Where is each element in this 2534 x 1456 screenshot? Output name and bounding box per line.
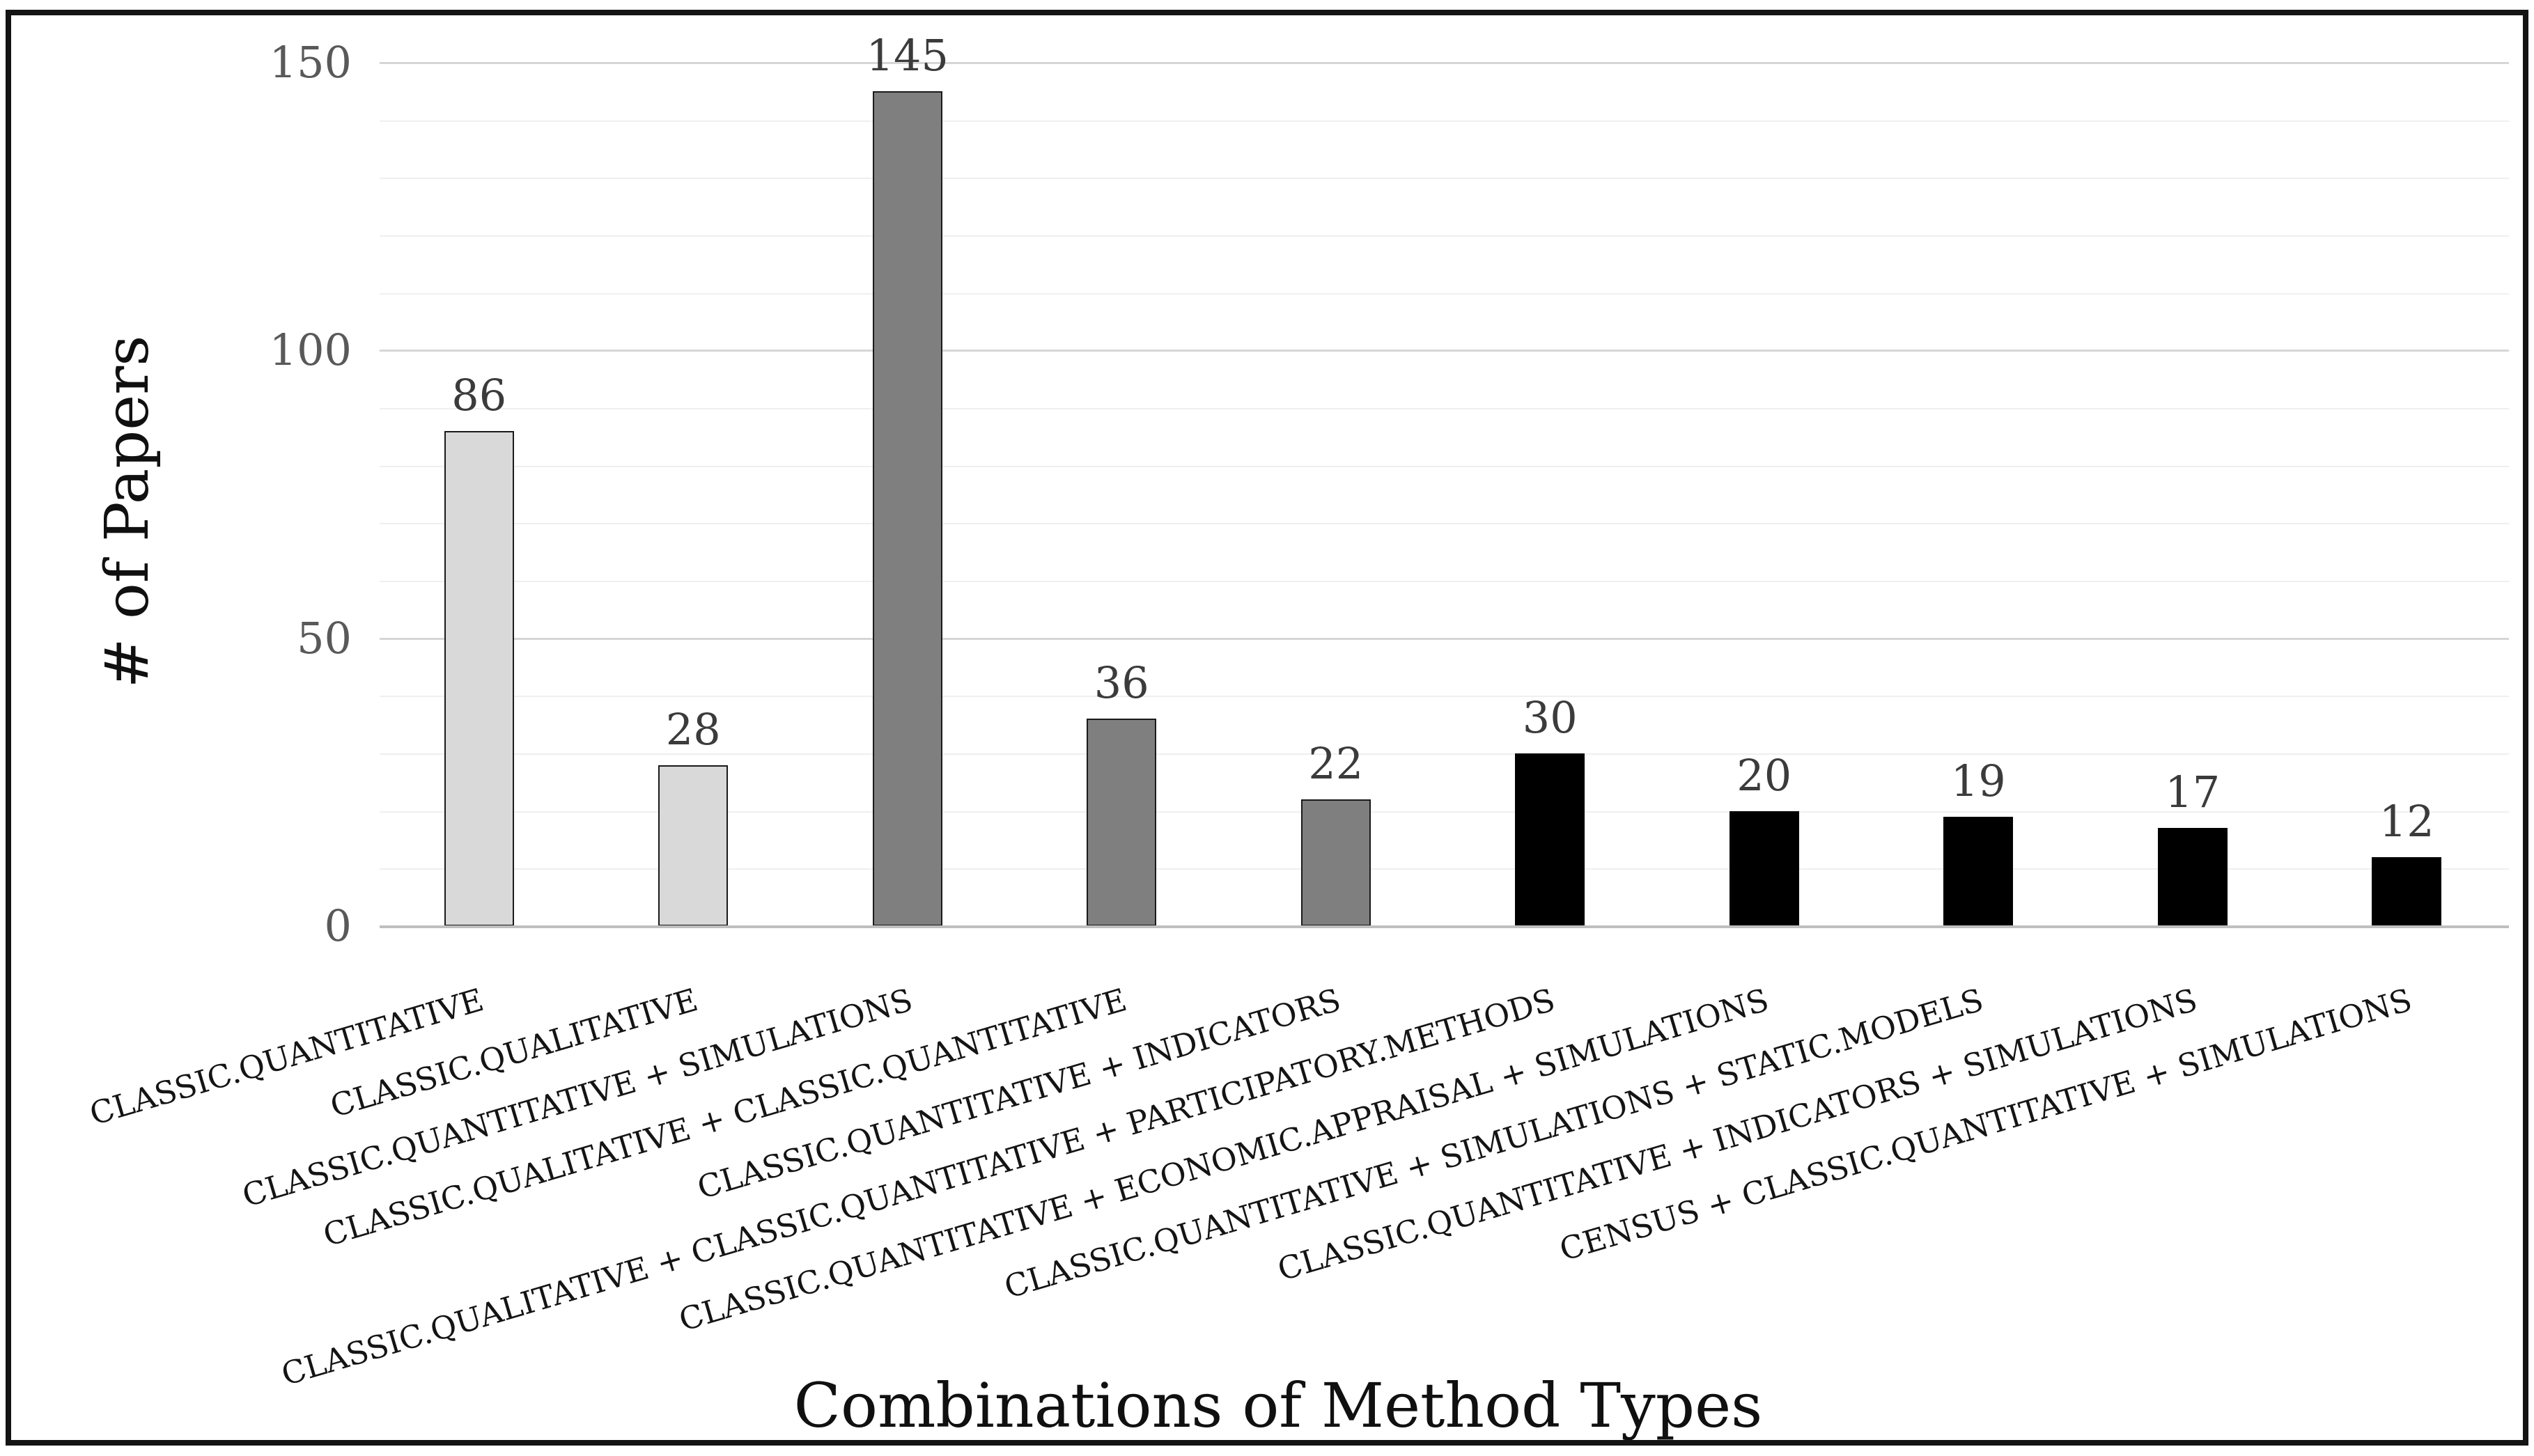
bar-value-label: 17 [2165,767,2221,817]
bar-3 [872,91,942,926]
y-tick-label: 0 [324,900,352,951]
y-axis-title: # of Papers [93,335,162,689]
bar-5 [1300,799,1371,926]
major-gridline [380,61,2509,64]
bar-9 [2157,828,2228,926]
minor-gridline [380,407,2509,409]
minor-gridline [380,292,2509,295]
minor-gridline [380,868,2509,870]
bar-value-label: 86 [451,370,507,421]
bar-4 [1087,719,1157,926]
minor-gridline [380,580,2509,582]
y-tick-label: 50 [297,612,352,664]
minor-gridline [380,696,2509,698]
bar-1 [444,431,514,926]
bar-2 [658,765,729,926]
bar-value-label: 28 [665,704,721,755]
figure-frame: 86 28 145 36 22 30 20 19 17 12 0 50 100 150 CLASSIC.QU… [6,10,2528,1446]
bar-value-label: 12 [2379,796,2434,847]
bar-value-label: 30 [1522,692,1578,743]
bar-7 [1729,811,1799,926]
bar-value-label: 36 [1094,657,1149,708]
y-tick-label: 100 [269,324,352,376]
minor-gridline [380,120,2509,122]
bar-6 [1515,753,1585,926]
x-category-label: CLASSIC.QUANTITATIVE [86,981,488,1133]
minor-gridline [380,523,2509,525]
bar-8 [1943,817,2014,926]
major-gridline [380,350,2509,352]
minor-gridline [380,753,2509,755]
x-axis-title: Combinations of Method Types [793,1370,1763,1441]
minor-gridline [380,811,2509,813]
minor-gridline [380,235,2509,237]
minor-gridline [380,465,2509,467]
bar-10 [2372,857,2442,926]
bar-value-label: 19 [1950,756,2006,806]
x-axis-line [380,925,2509,928]
major-gridline [380,637,2509,640]
bar-value-label: 22 [1308,738,1364,789]
y-tick-label: 150 [269,36,352,88]
bar-value-label: 20 [1736,750,1792,801]
bar-value-label: 145 [866,30,949,81]
minor-gridline [380,178,2509,180]
